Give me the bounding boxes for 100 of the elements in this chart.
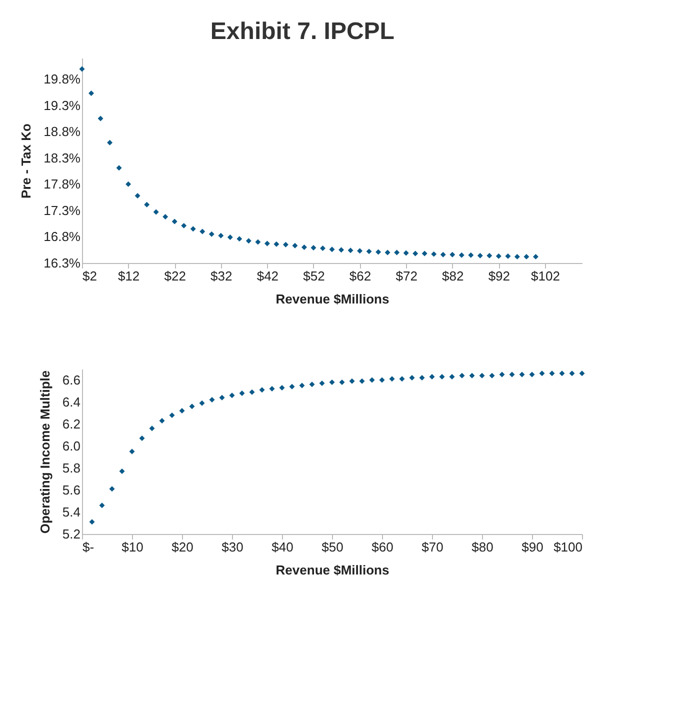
y-tick-label: 17.3% (44, 202, 81, 218)
point (519, 372, 525, 378)
point (299, 382, 305, 388)
point (419, 375, 425, 381)
point (509, 372, 515, 378)
point (459, 372, 465, 378)
point (339, 379, 345, 385)
point (98, 116, 104, 122)
point (412, 250, 418, 256)
x-tick-label: $40 (272, 540, 294, 554)
point (532, 254, 538, 260)
x-tick-label: $72 (396, 268, 418, 284)
x-tick-label: $20 (172, 540, 194, 554)
y-tick-label: 16.3% (44, 256, 81, 270)
point (79, 66, 85, 72)
point (126, 181, 132, 187)
point (282, 242, 288, 248)
point (559, 370, 565, 376)
point (524, 254, 530, 260)
point (469, 372, 475, 378)
point (379, 377, 385, 383)
point (477, 252, 483, 258)
point (569, 370, 575, 376)
point (200, 228, 206, 234)
x-tick-label: $42 (256, 268, 279, 284)
x-tick-label: $52 (303, 268, 325, 284)
x-tick-label: $70 (422, 540, 444, 554)
point (218, 232, 224, 238)
point (366, 248, 372, 254)
point (431, 251, 437, 257)
y-tick-label: 6.0 (62, 438, 80, 454)
point (259, 387, 265, 393)
point (329, 246, 335, 252)
point (440, 252, 446, 258)
point (320, 246, 326, 252)
x-tick-label: $50 (322, 540, 344, 554)
point (88, 90, 94, 96)
y-tick-label: 18.3% (44, 150, 81, 166)
x-tick-label: $32 (210, 268, 232, 284)
y-tick-label: 6.4 (62, 394, 80, 410)
point (172, 218, 178, 224)
point (227, 234, 233, 240)
point (359, 378, 365, 384)
point (129, 448, 135, 454)
x-tick-label: $92 (488, 268, 510, 284)
y-axis-title: Operating Income Multiple (37, 370, 52, 534)
point (310, 245, 316, 250)
point (349, 378, 355, 384)
point (209, 397, 215, 403)
point (479, 372, 485, 378)
point (269, 386, 275, 392)
point (99, 502, 105, 508)
x-tick-label: $80 (472, 540, 494, 554)
point (289, 384, 295, 390)
point (246, 238, 252, 244)
point (199, 400, 205, 406)
point (450, 252, 456, 258)
x-tick-label: $82 (442, 268, 464, 284)
point (119, 468, 125, 474)
point (329, 379, 335, 385)
point (369, 377, 375, 383)
x-tick-label: $60 (372, 540, 394, 554)
point (468, 252, 474, 258)
point (429, 374, 435, 380)
x-tick-label: $12 (118, 268, 140, 284)
x-tick-label: $100 (554, 540, 582, 554)
x-axis-title: Revenue $Millions (276, 292, 390, 306)
point (149, 426, 155, 432)
y-tick-label: 5.4 (62, 504, 80, 520)
point (389, 376, 395, 382)
y-tick-label: 19.3% (44, 98, 81, 113)
point (89, 519, 95, 525)
point (264, 240, 270, 246)
y-tick-label: 16.8% (44, 229, 81, 244)
point (144, 202, 150, 208)
x-tick-label: $2 (82, 268, 97, 284)
point (239, 390, 245, 396)
point (249, 389, 255, 395)
x-tick-label: $- (82, 540, 94, 554)
y-tick-label: 6.6 (62, 372, 80, 388)
point (422, 250, 428, 256)
point (348, 248, 354, 254)
x-tick-label: $30 (222, 540, 244, 554)
x-tick-label: $62 (349, 268, 372, 284)
y-tick-label: 5.2 (62, 526, 80, 542)
point (529, 372, 535, 378)
point (394, 250, 400, 256)
x-axis-title: Revenue $Millions (276, 562, 390, 578)
y-tick-label: 6.2 (62, 416, 80, 432)
point (107, 140, 113, 146)
point (116, 165, 122, 171)
point (229, 392, 235, 398)
y-tick-label: 5.8 (62, 460, 80, 476)
point (255, 239, 261, 245)
point (179, 408, 185, 414)
point (384, 250, 390, 256)
chart-title: Exhibit 7. IPCPL (210, 18, 394, 45)
point (190, 226, 196, 232)
point (279, 384, 285, 390)
point (301, 244, 307, 250)
